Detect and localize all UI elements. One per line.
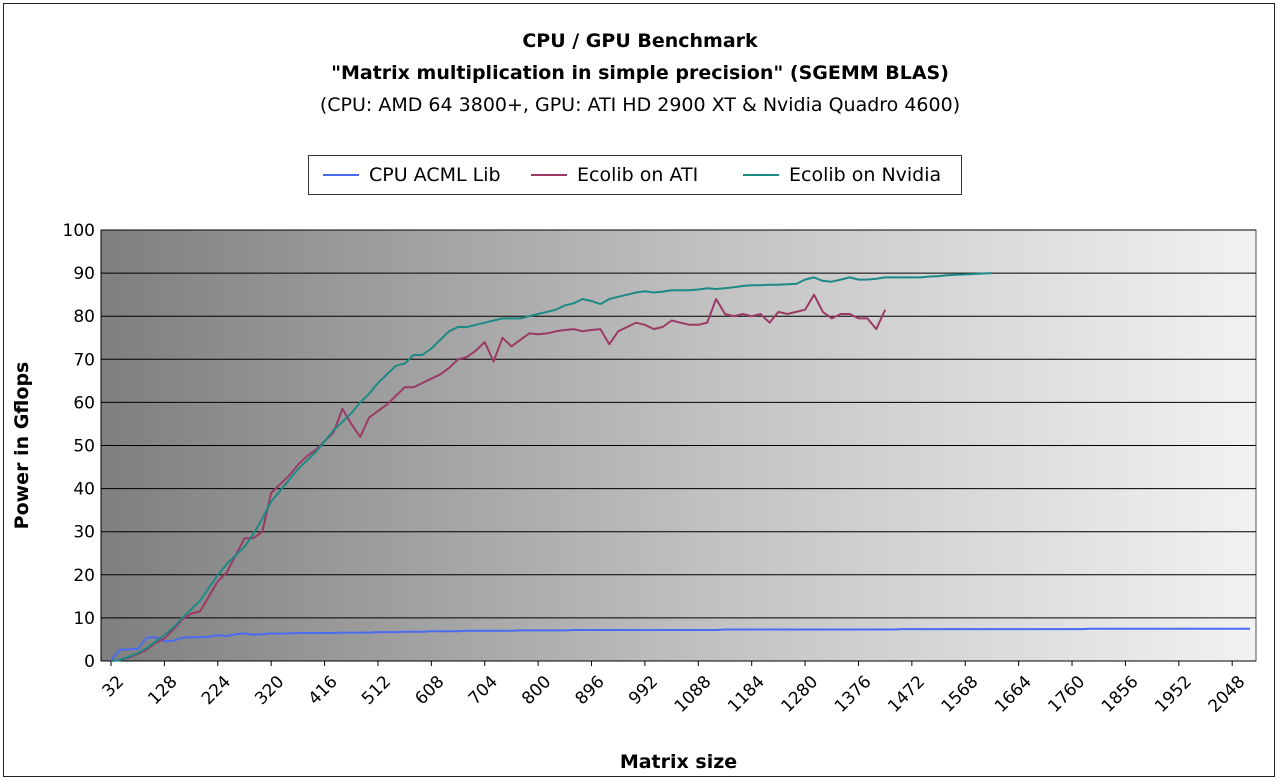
legend-swatch-nvidia: [743, 174, 779, 176]
legend: CPU ACML Lib Ecolib on ATI Ecolib on Nvi…: [308, 155, 962, 195]
x-tick-label: 320: [251, 672, 288, 709]
gridlines: [100, 229, 1256, 662]
legend-item-ati: Ecolib on ATI: [531, 156, 698, 194]
y-tick-label: 30: [73, 523, 95, 543]
y-tick-label: 60: [73, 393, 95, 413]
chart-subtitle: "Matrix multiplication in simple precisi…: [331, 62, 949, 84]
x-tick-label: 1856: [1098, 672, 1143, 717]
x-tick-label: 1184: [724, 672, 769, 717]
x-tick-label: 1280: [777, 672, 822, 717]
y-tick-label: 90: [73, 264, 95, 284]
y-axis-title: Power in Gflops: [11, 362, 33, 530]
series-line-cpu-acml-lib: [110, 627, 1250, 661]
y-tick-label: 10: [73, 609, 95, 629]
x-tick-label: 32: [99, 672, 128, 701]
y-tick-label: 80: [73, 307, 95, 327]
legend-label-nvidia: Ecolib on Nvidia: [789, 164, 942, 186]
x-tick-label: 1472: [884, 672, 929, 717]
x-tick-label: 1088: [671, 672, 716, 717]
legend-label-cpu: CPU ACML Lib: [369, 164, 501, 186]
x-tick-label: 1760: [1044, 672, 1089, 717]
series-lines: [110, 272, 1250, 662]
chart-title: CPU / GPU Benchmark: [522, 30, 758, 52]
x-tick-label: 224: [198, 672, 235, 709]
series-line-ecolib-on-ati: [110, 293, 887, 662]
y-tick-label: 100: [63, 221, 95, 241]
legend-item-cpu: CPU ACML Lib: [323, 156, 501, 194]
x-tick-label: 1376: [831, 672, 876, 717]
chart-subtitle-hardware: (CPU: AMD 64 3800+, GPU: ATI HD 2900 XT …: [319, 94, 961, 116]
x-tick-label: 2048: [1205, 672, 1250, 717]
legend-item-nvidia: Ecolib on Nvidia: [743, 156, 941, 194]
series-line-ecolib-on-nvidia: [110, 272, 992, 662]
x-tick-label: 1664: [991, 672, 1036, 717]
x-tick-label: 1568: [938, 672, 983, 717]
y-tick-label: 20: [73, 566, 95, 586]
x-tick-label: 608: [411, 672, 448, 709]
x-tick-label: 800: [518, 672, 555, 709]
x-axis-ticks: 32 128 224 320 416 512 608 704 800 896 992 1088 1184…: [99, 661, 1250, 717]
y-tick-label: 50: [73, 437, 95, 457]
y-tick-label: 0: [84, 652, 95, 672]
y-axis-ticks: 0 10 20 30 40 50 60 70 80 90 100: [63, 221, 95, 672]
y-tick-label: 40: [73, 480, 95, 500]
x-tick-label: 896: [572, 672, 609, 709]
legend-swatch-ati: [531, 174, 567, 176]
x-tick-label: 992: [625, 672, 662, 709]
legend-label-ati: Ecolib on ATI: [577, 164, 699, 186]
y-tick-label: 70: [73, 350, 95, 370]
x-tick-label: 1952: [1151, 672, 1196, 717]
x-tick-label: 128: [144, 672, 181, 709]
x-tick-label: 416: [305, 672, 342, 709]
x-axis-title: Matrix size: [620, 751, 737, 773]
legend-swatch-cpu: [323, 174, 359, 176]
x-tick-label: 512: [358, 672, 395, 709]
x-tick-label: 704: [465, 672, 502, 709]
